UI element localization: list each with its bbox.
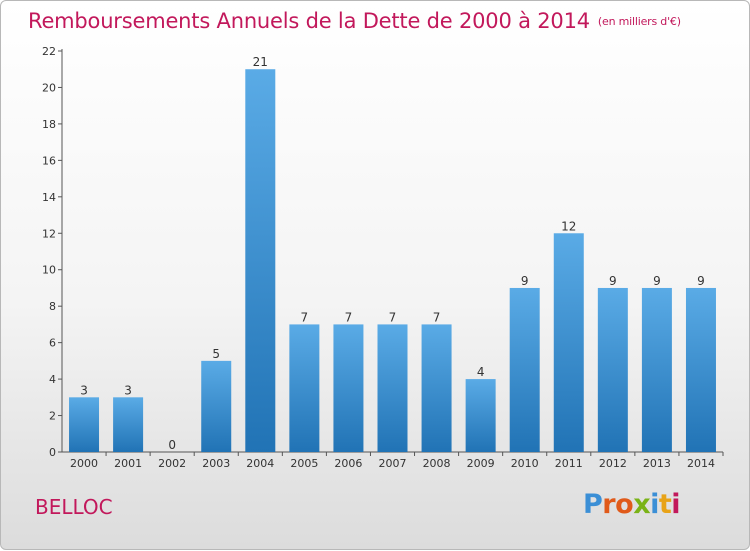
bar — [113, 397, 144, 452]
x-tick-label: 2004 — [246, 457, 274, 470]
logo-letter: x — [633, 489, 651, 520]
data-label: 9 — [609, 274, 617, 288]
data-label: 5 — [212, 347, 220, 361]
x-tick-label: 2001 — [114, 457, 142, 470]
chart-title: Remboursements Annuels de la Dette de 20… — [28, 9, 681, 33]
x-tick-label: 2014 — [687, 457, 715, 470]
bar — [289, 324, 320, 452]
y-tick-label: 6 — [49, 337, 56, 350]
bar — [201, 360, 232, 452]
commune-name: BELLOC — [35, 495, 113, 519]
bar — [69, 397, 100, 452]
bar — [685, 287, 716, 452]
x-tick-label: 2006 — [334, 457, 362, 470]
logo-letter: i — [671, 489, 681, 520]
bar — [465, 379, 496, 452]
logo-letter: r — [602, 489, 616, 520]
data-label: 7 — [345, 310, 353, 324]
x-tick-label: 2011 — [555, 457, 583, 470]
data-label: 9 — [653, 274, 661, 288]
x-tick-label: 2013 — [643, 457, 671, 470]
x-tick-label: 2009 — [467, 457, 495, 470]
y-tick-label: 10 — [42, 264, 56, 277]
data-label: 12 — [561, 219, 576, 233]
bar — [641, 287, 672, 452]
x-tick-label: 2005 — [290, 457, 318, 470]
y-tick-label: 0 — [49, 446, 56, 459]
x-tick-label: 2000 — [70, 457, 98, 470]
logo-letter: t — [658, 489, 672, 520]
y-tick-label: 12 — [42, 227, 56, 240]
x-tick-label: 2012 — [599, 457, 627, 470]
data-label: 3 — [124, 383, 132, 397]
data-label: 9 — [697, 274, 705, 288]
y-tick-label: 20 — [42, 81, 56, 94]
chart-title-text: Remboursements Annuels de la Dette de 20… — [28, 9, 590, 33]
x-tick-label: 2010 — [511, 457, 539, 470]
bar — [377, 324, 408, 452]
bar — [553, 233, 584, 452]
logo-letter: o — [615, 489, 634, 520]
chart-unit: (en milliers d'€) — [597, 15, 681, 28]
bar — [421, 324, 452, 452]
data-label: 9 — [521, 274, 529, 288]
logo-letter: P — [583, 489, 603, 520]
bar — [245, 69, 276, 453]
x-tick-label: 2007 — [379, 457, 407, 470]
data-label: 0 — [168, 438, 176, 452]
x-tick-label: 2008 — [423, 457, 451, 470]
y-tick-label: 16 — [42, 154, 56, 167]
bar — [333, 324, 364, 452]
data-label: 7 — [389, 310, 397, 324]
y-tick-label: 18 — [42, 118, 56, 131]
y-tick-label: 14 — [42, 191, 56, 204]
y-tick-label: 22 — [42, 45, 56, 58]
bar — [597, 287, 628, 452]
proxiti-logo: Proxiti — [583, 489, 681, 520]
data-label: 7 — [433, 310, 441, 324]
x-tick-label: 2002 — [158, 457, 186, 470]
y-tick-label: 2 — [49, 410, 56, 423]
data-label: 21 — [253, 55, 268, 69]
x-tick-label: 2003 — [202, 457, 230, 470]
y-tick-label: 4 — [49, 373, 56, 386]
bar — [509, 287, 540, 452]
y-tick-label: 8 — [49, 300, 56, 313]
data-label: 7 — [301, 310, 309, 324]
logo-letter: i — [650, 489, 659, 520]
data-label: 3 — [80, 383, 88, 397]
data-label: 4 — [477, 365, 485, 379]
